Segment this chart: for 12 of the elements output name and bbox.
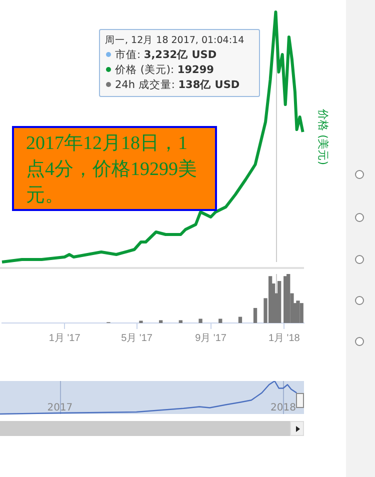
annotation: 周一, 12月 18 2017, 01:04:14 [105,34,246,48]
annotation: 24h 成交量: 138亿 USD [115,79,240,91]
x-tick-label: 9月 '17 [195,332,227,344]
x-tick-label: 5月 '17 [121,332,153,344]
annotation: 2017年12月18日，1点4分，价格19299美元。 [12,126,217,211]
y-axis-title: 价格 (美元) [316,108,330,166]
x-tick-label: 2017 [47,402,73,414]
x-tick-label: 1月 '17 [48,332,81,344]
annotation: 市值: 3,232亿 USD [115,49,217,61]
x-tick-label: 2018 [270,402,296,414]
annotation: 价格 (美元): 19299 [115,64,214,76]
x-tick-label: 1月 '18 [268,332,300,344]
